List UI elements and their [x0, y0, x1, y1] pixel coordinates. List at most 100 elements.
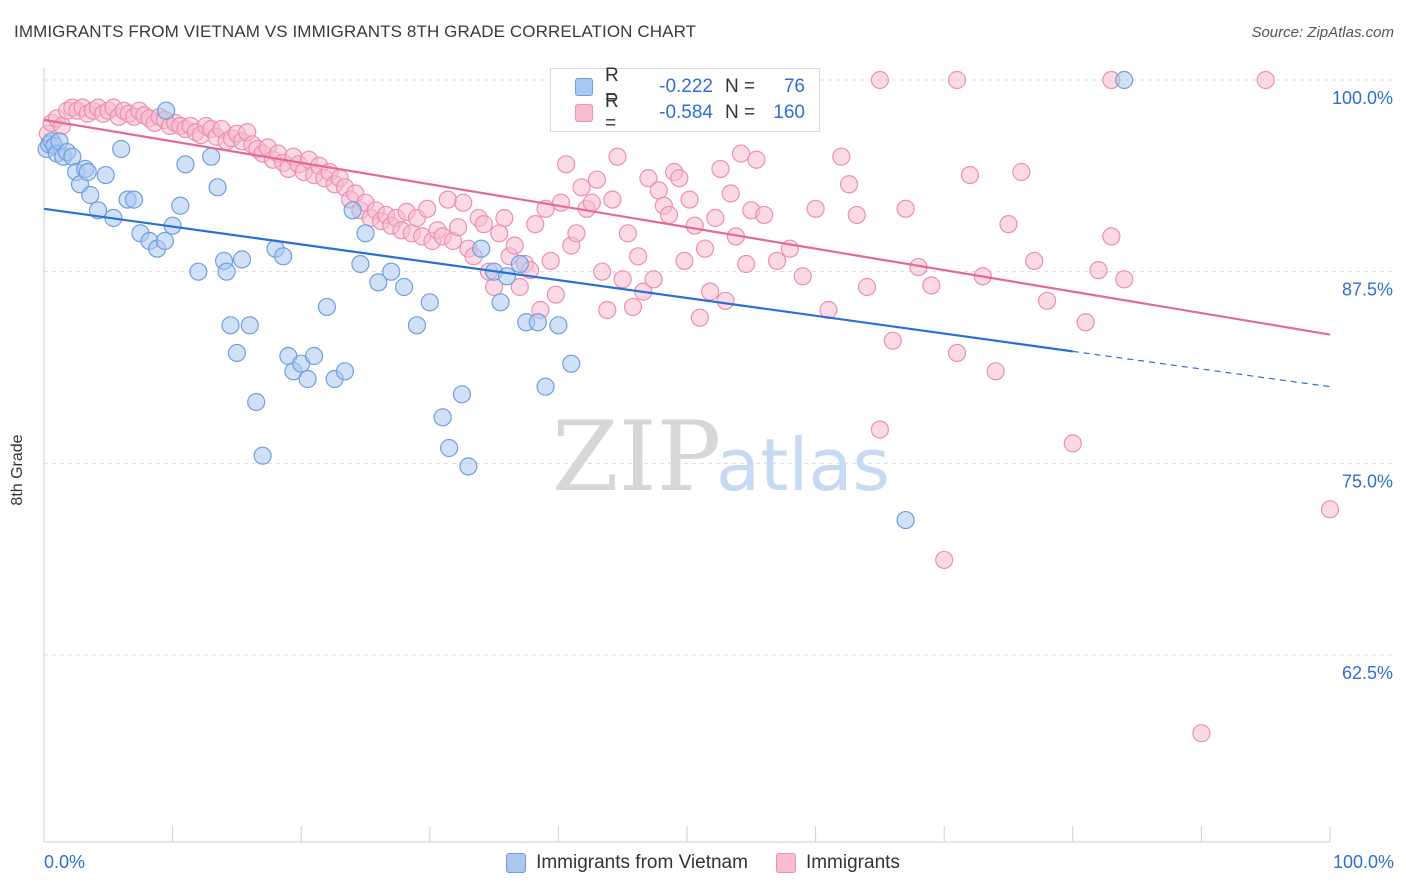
legend-swatch-pink: [575, 104, 593, 122]
watermark-atlas: atlas: [716, 423, 890, 507]
data-point-vietnam: [510, 254, 529, 274]
data-point-immigrants: [454, 193, 473, 212]
data-point-immigrants: [557, 155, 576, 174]
bottom-legend-item-immigrants[interactable]: Immigrants: [775, 852, 900, 874]
data-point-immigrants: [731, 144, 751, 163]
data-point-vietnam: [78, 162, 97, 182]
data-point-immigrants: [986, 362, 1005, 381]
data-point-immigrants: [839, 175, 859, 194]
data-point-immigrants: [546, 285, 565, 304]
data-point-vietnam: [189, 262, 208, 281]
data-point-immigrants: [870, 70, 890, 90]
data-point-vietnam: [96, 165, 115, 185]
data-point-immigrants: [960, 165, 980, 185]
bottom-legend: Immigrants from Vietnam Immigrants: [0, 852, 1406, 874]
data-point-immigrants: [418, 199, 437, 218]
data-point-immigrants: [1256, 70, 1275, 90]
data-point-immigrants: [685, 216, 704, 235]
data-point-immigrants: [644, 270, 663, 289]
data-point-immigrants: [870, 420, 890, 439]
data-point-immigrants: [505, 236, 524, 255]
legend-r-label: R =: [605, 91, 619, 134]
watermark-zip: ZIP: [552, 401, 721, 513]
data-point-immigrants: [1037, 291, 1057, 310]
data-point-vietnam: [171, 196, 190, 215]
legend-n-value: 76: [783, 76, 805, 97]
y-tick-label: 62.5%: [1342, 663, 1393, 683]
data-point-immigrants: [659, 205, 679, 225]
data-point-immigrants: [690, 308, 709, 327]
trend-line-vietnam: [43, 207, 1073, 353]
data-point-immigrants: [598, 300, 617, 320]
data-point-vietnam: [240, 316, 259, 335]
data-point-immigrants: [541, 251, 560, 271]
data-point-immigrants: [474, 215, 493, 234]
data-point-immigrants: [490, 224, 509, 243]
data-point-vietnam: [896, 510, 915, 530]
data-point-immigrants: [572, 178, 591, 197]
data-point-immigrants: [737, 254, 756, 274]
data-point-vietnam: [217, 262, 236, 281]
data-point-vietnam: [81, 185, 100, 205]
data-point-immigrants: [567, 224, 586, 243]
data-point-immigrants: [608, 147, 627, 166]
data-point-immigrants: [706, 208, 725, 228]
data-point-immigrants: [649, 181, 668, 200]
data-point-vietnam: [562, 354, 581, 373]
data-point-immigrants: [883, 331, 902, 350]
data-point-immigrants: [896, 199, 915, 218]
data-point-immigrants: [1102, 227, 1121, 246]
data-point-vietnam: [394, 277, 414, 297]
bottom-legend-item-vietnam[interactable]: Immigrants from Vietnam: [506, 852, 748, 874]
data-point-immigrants: [947, 70, 967, 90]
data-point-immigrants: [701, 282, 720, 301]
data-point-immigrants: [832, 147, 851, 166]
data-point-vietnam: [253, 446, 272, 465]
data-point-immigrants: [716, 291, 735, 310]
data-point-vietnam: [382, 262, 401, 281]
bottom-legend-swatch-pink: [775, 853, 796, 873]
data-point-vietnam: [155, 231, 174, 251]
data-point-immigrants: [52, 116, 72, 136]
data-point-immigrants: [582, 193, 601, 212]
data-point-immigrants: [448, 218, 468, 237]
bottom-legend-label: Immigrants from Vietnam: [536, 852, 748, 873]
data-point-vietnam: [232, 250, 252, 269]
data-point-immigrants: [1115, 270, 1134, 289]
data-point-vietnam: [528, 313, 547, 332]
data-point-immigrants: [793, 267, 812, 286]
data-point-immigrants: [711, 159, 730, 179]
y-tick-label: 87.5%: [1342, 280, 1393, 300]
data-point-vietnam: [112, 139, 131, 159]
legend-swatch-blue: [575, 78, 593, 96]
data-point-immigrants: [1076, 313, 1095, 332]
data-point-immigrants: [947, 343, 967, 363]
data-point-immigrants: [551, 193, 571, 212]
data-point-immigrants: [670, 169, 689, 188]
chart-title: IMMIGRANTS FROM VIETNAM VS IMMIGRANTS 8T…: [14, 22, 697, 41]
data-point-vietnam: [63, 147, 82, 166]
data-point-vietnam: [274, 247, 293, 266]
data-point-vietnam: [407, 316, 427, 335]
data-point-vietnam: [343, 201, 362, 220]
data-point-vietnam: [124, 190, 144, 209]
legend-r-value: -0.584: [659, 102, 713, 123]
data-point-immigrants: [1089, 261, 1108, 280]
data-point-vietnam: [420, 293, 439, 312]
data-point-vietnam: [298, 369, 317, 389]
data-point-vietnam: [202, 147, 221, 166]
data-point-immigrants: [1012, 162, 1031, 182]
data-point-immigrants: [847, 205, 866, 225]
bottom-legend-swatch-blue: [506, 853, 527, 873]
data-point-vietnam: [1115, 70, 1134, 90]
data-point-vietnam: [472, 239, 491, 258]
data-point-immigrants: [806, 199, 825, 218]
y-tick-label: 100.0%: [1332, 88, 1393, 108]
data-point-vietnam: [433, 408, 452, 427]
data-point-immigrants: [526, 215, 545, 234]
data-point-vietnam: [317, 297, 337, 317]
axes: [43, 68, 1331, 843]
data-point-immigrants: [629, 247, 648, 266]
data-point-vietnam: [536, 377, 555, 396]
